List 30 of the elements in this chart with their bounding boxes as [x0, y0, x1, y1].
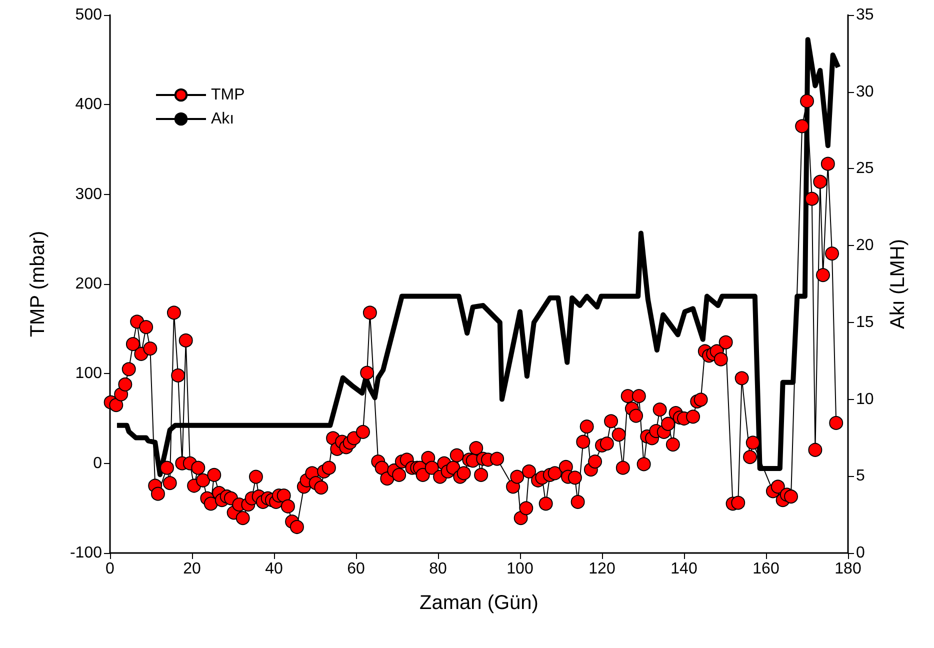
y-tick-label: 100: [75, 365, 102, 382]
x-tick-label: 180: [834, 560, 862, 578]
y2-tick-label: 15: [856, 314, 874, 331]
y-tick-label: 400: [75, 96, 102, 114]
y-tick-label: 200: [75, 276, 102, 292]
x-axis-title: Zaman (Gün): [420, 592, 538, 614]
x-tick-label: 80: [429, 560, 447, 578]
y2-tick-label: 5: [856, 468, 865, 485]
x-tick-label: 60: [347, 560, 365, 578]
y-tick-label: 300: [75, 186, 102, 203]
y-tick-label: 500: [75, 6, 102, 24]
legend-label: Akı: [211, 110, 234, 128]
x-tick-label: 20: [183, 560, 201, 578]
y-tick-label: -100: [70, 544, 102, 562]
y2-tick-label: 25: [856, 160, 874, 178]
y2-tick-label: 35: [856, 6, 874, 24]
x-tick-label: 100: [506, 560, 534, 578]
y2-tick-label: 20: [856, 237, 874, 254]
x-tick-label: 140: [670, 560, 698, 578]
y-axis-title: TMP (mbar): [27, 230, 49, 338]
legend-label: TMP: [211, 86, 245, 104]
y2-tick-label: 0: [856, 544, 865, 562]
y2-tick-label: 10: [856, 390, 874, 408]
y2-axis-title: Akı (LMH): [887, 239, 909, 329]
x-tick-label: 40: [265, 560, 283, 578]
y2-tick-label: 30: [856, 83, 874, 100]
y-tick-label: 0: [93, 454, 102, 472]
x-tick-label: 0: [106, 560, 115, 578]
x-tick-label: 120: [588, 560, 616, 578]
x-tick-label: 160: [752, 560, 780, 578]
